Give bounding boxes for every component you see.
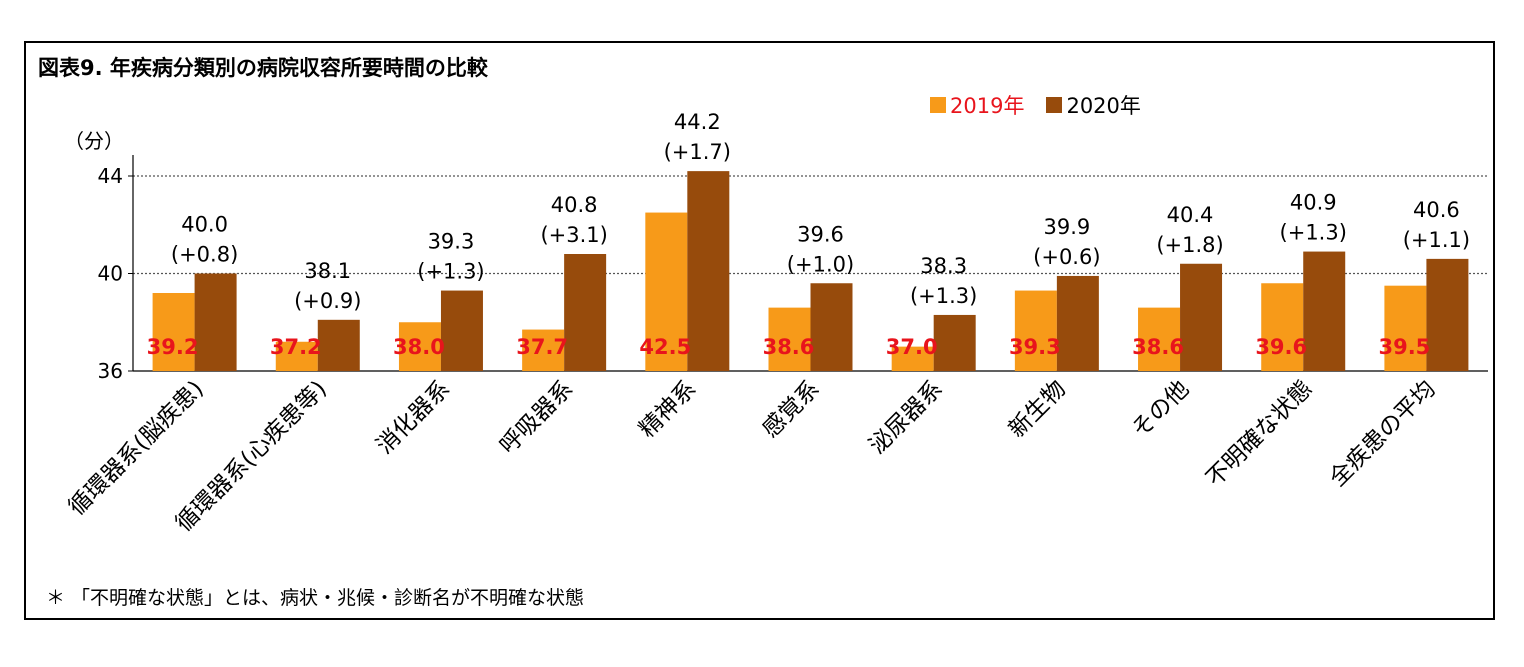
bar-2020 bbox=[440, 290, 483, 371]
bar-2019 bbox=[398, 322, 441, 371]
data-label-diff: (+1.0) bbox=[787, 252, 854, 276]
data-label-2020: 40.8 bbox=[551, 193, 598, 217]
data-label-2020: 39.6 bbox=[797, 222, 844, 246]
x-tick-label: その他 bbox=[1127, 376, 1194, 443]
bar-2019 bbox=[275, 341, 318, 371]
y-tick-label: 44 bbox=[98, 164, 123, 188]
data-label-diff: (+0.6) bbox=[1033, 245, 1100, 269]
data-label-2020: 40.4 bbox=[1167, 203, 1214, 227]
x-tick-label: 精神系 bbox=[634, 376, 701, 443]
footnote: ＊ 「不明確な状態」とは、病状・兆候・診断名が不明確な状態 bbox=[46, 587, 585, 609]
data-label-2019: 39.5 bbox=[1378, 335, 1430, 359]
x-tick-label: 感覚系 bbox=[758, 376, 825, 443]
data-label-2019: 39.2 bbox=[147, 335, 199, 359]
data-label-diff: (+0.9) bbox=[294, 289, 361, 313]
data-label-diff: (+1.3) bbox=[910, 284, 977, 308]
data-label-2020: 39.3 bbox=[428, 230, 475, 254]
bar-2020 bbox=[687, 171, 730, 371]
data-label-2019: 38.6 bbox=[1132, 335, 1184, 359]
x-tick-label: 呼吸器系 bbox=[495, 376, 578, 459]
data-label-diff: (+1.1) bbox=[1403, 228, 1470, 252]
bar-2020 bbox=[1180, 263, 1223, 371]
x-tick-label: 新生物 bbox=[1004, 376, 1071, 443]
bar-2019 bbox=[522, 329, 565, 371]
y-tick-label: 40 bbox=[98, 262, 123, 286]
bar-2019 bbox=[152, 293, 195, 371]
data-label-2020: 39.9 bbox=[1043, 215, 1090, 239]
legend-swatch-2019 bbox=[930, 97, 946, 113]
bar-2020 bbox=[317, 319, 360, 371]
bar-2019 bbox=[768, 307, 811, 371]
bar-2020 bbox=[933, 314, 976, 371]
bar-2019 bbox=[1384, 285, 1427, 371]
bar-2020 bbox=[810, 283, 853, 371]
legend-item-2019: 2019年 bbox=[930, 90, 1024, 120]
bar-2019 bbox=[645, 212, 688, 371]
x-tick-label: 消化器系 bbox=[372, 376, 455, 459]
data-label-2019: 39.3 bbox=[1009, 335, 1061, 359]
data-label-2019: 38.6 bbox=[763, 335, 815, 359]
bar-2019 bbox=[891, 346, 934, 371]
data-label-diff: (+3.1) bbox=[540, 223, 607, 247]
data-label-2020: 38.3 bbox=[920, 254, 967, 278]
bar-2019 bbox=[1261, 283, 1304, 371]
data-label-2019: 42.5 bbox=[639, 335, 691, 359]
chart-title: 図表9. 年疾病分類別の病院収容所要時間の比較 bbox=[38, 56, 488, 80]
x-tick-label: 循環器系(脳疾患) bbox=[64, 376, 209, 521]
bar-2020 bbox=[194, 273, 237, 371]
data-label-2020: 40.6 bbox=[1413, 198, 1460, 222]
legend-label-2019: 2019年 bbox=[950, 94, 1025, 118]
bar-2019 bbox=[1138, 307, 1181, 371]
data-label-2020: 38.1 bbox=[304, 259, 351, 283]
data-label-2019: 37.0 bbox=[886, 335, 938, 359]
legend: 2019年 2020年 bbox=[930, 90, 1163, 120]
data-label-diff: (+1.3) bbox=[1280, 221, 1347, 245]
data-label-2019: 37.7 bbox=[516, 335, 568, 359]
data-label-diff: (+0.8) bbox=[171, 243, 238, 267]
legend-item-2020: 2020年 bbox=[1046, 90, 1141, 120]
data-label-diff: (+1.7) bbox=[664, 140, 731, 164]
bar-2020 bbox=[1426, 258, 1469, 371]
y-axis-label: （分） bbox=[64, 129, 124, 153]
data-label-2019: 39.6 bbox=[1255, 335, 1307, 359]
legend-label-2020: 2020年 bbox=[1066, 94, 1141, 118]
chart-frame bbox=[24, 41, 1495, 620]
x-tick-label: 全疾患の平均 bbox=[1325, 376, 1441, 492]
bar-2020 bbox=[1056, 275, 1099, 371]
x-tick-label: 不明確な状態 bbox=[1202, 376, 1318, 492]
bar-2020 bbox=[1303, 251, 1346, 371]
bar-2020 bbox=[564, 254, 607, 371]
y-tick-label: 36 bbox=[98, 359, 123, 383]
data-label-2019: 38.0 bbox=[393, 335, 445, 359]
x-tick-label: 泌尿器系 bbox=[864, 376, 947, 459]
data-label-2020: 40.9 bbox=[1290, 191, 1337, 215]
data-label-2019: 37.2 bbox=[270, 335, 322, 359]
data-label-diff: (+1.8) bbox=[1156, 233, 1223, 257]
data-label-2020: 40.0 bbox=[181, 213, 228, 237]
data-label-diff: (+1.3) bbox=[417, 260, 484, 284]
bar-2019 bbox=[1014, 290, 1057, 371]
legend-swatch-2020 bbox=[1046, 97, 1063, 113]
data-label-2020: 44.2 bbox=[674, 110, 721, 134]
